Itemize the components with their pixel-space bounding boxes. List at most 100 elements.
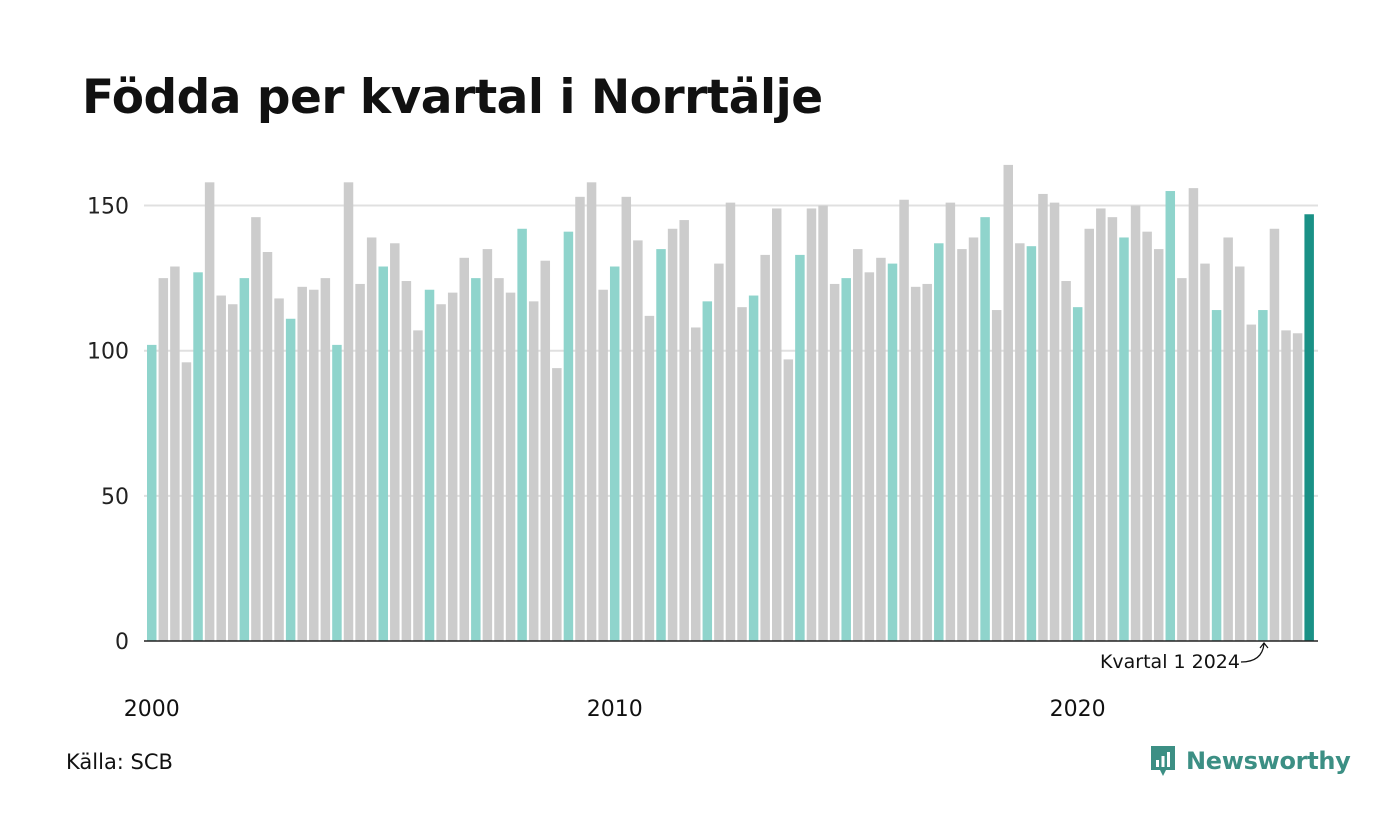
bar bbox=[1269, 228, 1280, 641]
bar bbox=[552, 368, 562, 641]
bar bbox=[1188, 188, 1199, 642]
bar bbox=[818, 205, 828, 641]
bar bbox=[1015, 243, 1025, 641]
bar bbox=[170, 266, 180, 641]
bar bbox=[887, 263, 898, 641]
annotation-arrow bbox=[1240, 643, 1265, 663]
bar bbox=[1223, 237, 1233, 641]
bar bbox=[471, 278, 481, 641]
bar bbox=[413, 330, 423, 641]
bar bbox=[575, 196, 585, 641]
bar bbox=[899, 199, 909, 642]
bar bbox=[829, 283, 840, 641]
bar bbox=[760, 254, 770, 641]
y-tick-label: 150 bbox=[87, 195, 129, 220]
bar bbox=[401, 281, 412, 641]
source-note: Källa: SCB bbox=[66, 750, 173, 774]
bar bbox=[737, 307, 747, 641]
bar bbox=[644, 315, 655, 641]
bar bbox=[772, 208, 782, 641]
bar bbox=[968, 237, 979, 641]
bar bbox=[517, 228, 527, 641]
bar bbox=[1200, 263, 1210, 641]
annotation-label: Kvartal 1 2024 bbox=[1100, 651, 1240, 673]
chart-title: Födda per kvartal i Norrtälje bbox=[82, 70, 823, 125]
bar bbox=[876, 257, 886, 641]
bar bbox=[228, 304, 238, 641]
bar bbox=[1096, 208, 1106, 641]
bar bbox=[262, 251, 273, 641]
bar bbox=[1281, 330, 1291, 641]
bar bbox=[1142, 231, 1152, 641]
bar bbox=[795, 254, 805, 641]
bar bbox=[355, 283, 365, 641]
bar bbox=[147, 344, 157, 641]
y-tick-label: 0 bbox=[115, 630, 129, 655]
y-tick-label: 100 bbox=[87, 340, 129, 365]
y-tick-label: 50 bbox=[101, 485, 129, 510]
bar bbox=[1211, 310, 1222, 641]
bar bbox=[841, 278, 851, 641]
brand-logo: Newsworthy bbox=[1148, 743, 1351, 779]
bar bbox=[1130, 205, 1141, 641]
bar bbox=[853, 249, 863, 641]
bar bbox=[424, 289, 435, 641]
bar bbox=[586, 182, 597, 641]
bar bbox=[181, 362, 192, 641]
latest-annotation: Kvartal 1 2024 bbox=[1100, 642, 1269, 673]
bar bbox=[609, 266, 620, 641]
bar bbox=[494, 278, 504, 641]
bar bbox=[922, 283, 932, 641]
bar bbox=[748, 295, 759, 641]
bar bbox=[204, 182, 215, 641]
bar bbox=[1177, 278, 1187, 641]
bar bbox=[459, 257, 469, 641]
bar bbox=[1119, 237, 1129, 641]
bar bbox=[957, 249, 967, 641]
bar bbox=[1304, 214, 1314, 641]
bar bbox=[332, 344, 342, 641]
bar bbox=[1292, 333, 1303, 641]
bar bbox=[714, 263, 724, 641]
bar bbox=[447, 292, 458, 641]
bar bbox=[390, 243, 400, 641]
bar bbox=[251, 217, 261, 641]
bar bbox=[239, 278, 250, 641]
bar bbox=[945, 202, 956, 641]
bar bbox=[528, 301, 539, 641]
bar bbox=[193, 272, 203, 641]
x-tick-label: 2000 bbox=[124, 697, 180, 722]
bar bbox=[540, 260, 551, 641]
bar bbox=[320, 278, 331, 641]
bar bbox=[934, 243, 944, 641]
x-tick-label: 2010 bbox=[587, 697, 643, 722]
y-axis-ticks: 0 50 100 150 bbox=[87, 195, 129, 655]
bar bbox=[1072, 307, 1083, 641]
bar bbox=[991, 310, 1002, 641]
annotation-arrowhead bbox=[1259, 642, 1269, 649]
bar bbox=[702, 301, 713, 641]
bar bbox=[309, 289, 319, 641]
bar bbox=[366, 237, 377, 641]
bar bbox=[725, 202, 736, 641]
brand-name: Newsworthy bbox=[1186, 747, 1351, 775]
bar bbox=[656, 249, 666, 641]
bar bbox=[378, 266, 388, 641]
bars bbox=[147, 164, 1314, 642]
bar bbox=[505, 292, 516, 641]
bar bbox=[633, 240, 643, 641]
bar bbox=[1084, 228, 1095, 641]
newsworthy-logo-icon bbox=[1151, 746, 1175, 776]
bar bbox=[679, 220, 689, 641]
bar bbox=[806, 208, 817, 641]
bar-chart: 0 50 100 150 2000 2010 2020 Kvartal 1 2024 bbox=[87, 164, 1318, 722]
bar bbox=[158, 278, 169, 641]
bar bbox=[1234, 266, 1245, 641]
bar bbox=[274, 298, 284, 641]
bar bbox=[783, 359, 794, 641]
bar bbox=[1165, 191, 1176, 641]
bar bbox=[436, 304, 446, 641]
bar bbox=[1003, 164, 1013, 642]
bar bbox=[1107, 217, 1118, 641]
bar bbox=[1153, 249, 1164, 641]
